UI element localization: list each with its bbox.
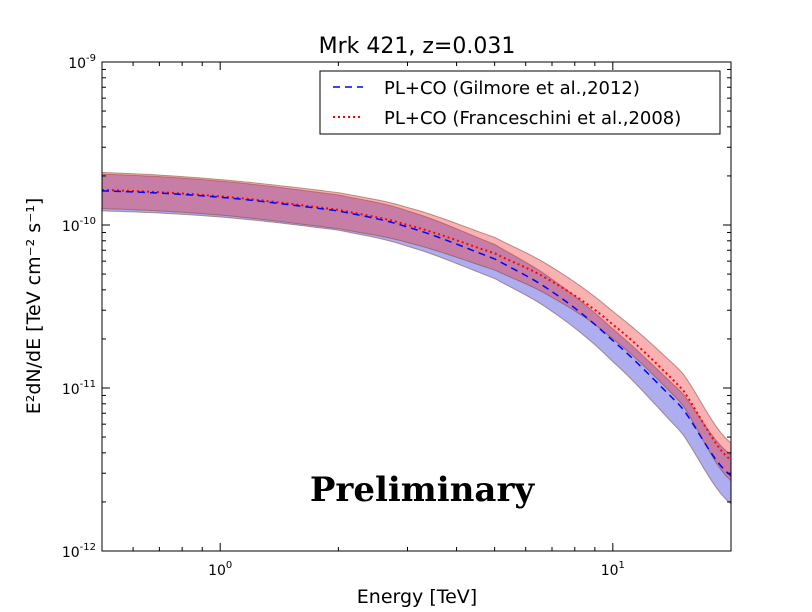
x-axis-title: Energy [TeV]	[357, 586, 477, 608]
axis-ticks	[101, 62, 732, 552]
y-axis-title: E²dN/dE [TeV cm⁻² s⁻¹]	[23, 198, 45, 415]
chart-title: Mrk 421, z=0.031	[319, 34, 516, 59]
confidence-bands	[102, 171, 731, 505]
y-tick-label: 10-11	[62, 379, 96, 398]
legend-label-gilmore: PL+CO (Gilmore et al.,2012)	[384, 78, 640, 99]
band-edge-lower	[102, 210, 731, 505]
series-line	[102, 190, 731, 477]
x-tick-label: 100	[208, 560, 232, 579]
series-line	[102, 188, 731, 462]
y-tick-label: 10-10	[62, 216, 96, 235]
confidence-band	[102, 174, 731, 504]
plot-frame	[101, 61, 732, 552]
axis-tick-labels: 100 101 10-12 10-11 10-10 10-9	[62, 53, 625, 579]
legend-box	[319, 70, 721, 135]
series-lines	[102, 188, 731, 477]
preliminary-annotation: Preliminary	[310, 470, 535, 510]
y-tick-label: 10-9	[68, 53, 96, 72]
legend-label-franceschini: PL+CO (Franceschini et al.,2008)	[384, 108, 681, 129]
legend: PL+CO (Gilmore et al.,2012) PL+CO (Franc…	[319, 70, 721, 135]
band-edge-upper	[102, 171, 731, 444]
y-tick-label: 10-12	[62, 542, 96, 561]
confidence-band	[102, 172, 731, 481]
band-edge-upper	[102, 173, 731, 456]
x-tick-label: 101	[601, 560, 625, 579]
band-edge-lower	[102, 208, 731, 482]
